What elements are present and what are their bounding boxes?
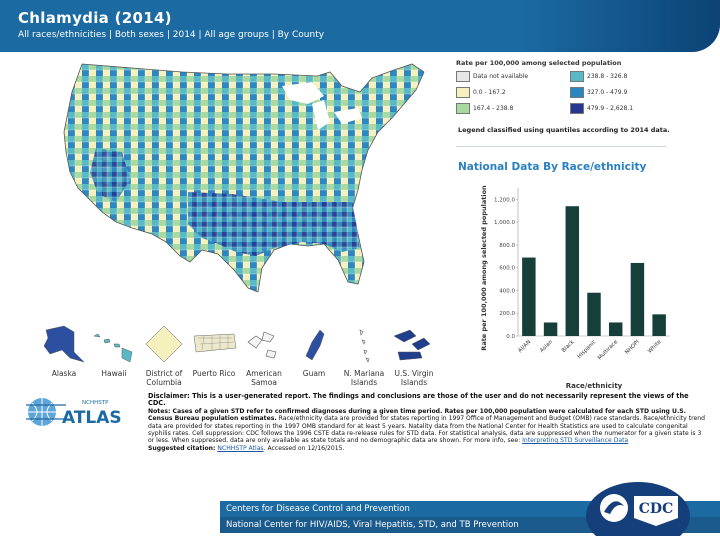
lake-superior [282, 82, 324, 104]
us-county-choropleth[interactable] [12, 52, 450, 322]
inset-puerto-rico[interactable]: Puerto Rico [190, 322, 238, 378]
legend-swatch [570, 71, 584, 82]
atlas-big-text: ATLAS [62, 408, 122, 428]
cdc-badge-svg: CDC [586, 482, 690, 540]
citation-text: . Accessed on 12/16/2015. [263, 444, 345, 452]
cdc-text: CDC [639, 501, 673, 517]
atlas-small-text: NCHHSTP [82, 400, 109, 406]
footer-line1: Centers for Disease Control and Preventi… [226, 504, 410, 514]
lake-michigan [312, 100, 330, 130]
interpreting-data-link[interactable]: Interpreting STD Surveillance Data [522, 437, 629, 445]
header-banner [0, 0, 720, 52]
cdc-shield-icon [634, 496, 678, 518]
legend-title: Rate per 100,000 among selected populati… [456, 59, 622, 67]
inset-label-puerto-rico: Puerto Rico [192, 369, 236, 378]
legend-item-3: 238.8 - 326.8 [570, 71, 627, 82]
notes-label: Notes: [148, 407, 171, 415]
y-tick-label: 600.0 [499, 266, 515, 272]
inset-american-samoa[interactable]: American Samoa [240, 322, 288, 387]
bar-nhopi[interactable] [630, 262, 645, 336]
legend-swatch [456, 87, 470, 98]
y-tick-label: 1,000.0 [494, 220, 515, 226]
page-title: Chlamydia (2014) [18, 9, 172, 27]
y-tick-label: 1,200.0 [494, 197, 515, 203]
legend-label: 327.0 - 479.9 [587, 89, 628, 96]
bar-hispanic[interactable] [587, 292, 601, 336]
legend-label: 238.8 - 326.8 [587, 73, 628, 80]
inset-label-virgin-islands: U.S. Virgin Islands [394, 369, 434, 387]
bar-multirace[interactable] [608, 322, 623, 336]
bar-aian[interactable] [522, 257, 536, 336]
y-axis-label: Rate per 100,000 among selected populati… [480, 185, 488, 351]
inset-hawaii[interactable]: Hawaii [90, 322, 138, 378]
map-legend: Rate per 100,000 among selected populati… [456, 59, 666, 139]
bar-white[interactable] [652, 314, 666, 336]
high-rate-region [188, 192, 360, 256]
legend-swatch [570, 103, 584, 114]
y-tick-label: 400.0 [499, 288, 515, 294]
citation-label: Suggested citation: [148, 444, 216, 452]
bar-asian[interactable] [543, 322, 558, 336]
legend-label: 479.9 - 2,628.1 [587, 105, 634, 112]
legend-swatch [570, 87, 584, 98]
inset-guam[interactable]: Guam [290, 322, 338, 378]
y-tick-label: 0.0 [506, 334, 515, 340]
atlas-logo-mark: NCHHSTP ATLAS [26, 398, 122, 428]
legend-label: 167.4 - 238.8 [473, 105, 514, 112]
legend-divider [456, 146, 666, 147]
southwest-region [90, 148, 130, 202]
legend-label: Data not available [473, 73, 529, 80]
x-tick-label: NHOPI [624, 339, 641, 356]
notes-bold-text: Cases of a given STD refer to confirmed … [148, 407, 687, 423]
bar-chart-svg[interactable]: Rate per 100,000 among selected populati… [456, 178, 676, 393]
inset-alaska[interactable]: Alaska [40, 322, 88, 378]
footer-line2: National Center for HIV/AIDS, Viral Hepa… [226, 520, 519, 530]
inset-virgin-islands[interactable]: U.S. Virgin Islands [390, 322, 438, 387]
inset-mariana-islands[interactable]: N. Mariana Islands [340, 322, 388, 387]
inset-label-mariana-islands: N. Mariana Islands [343, 369, 385, 387]
territory-insets: Alaska Hawaii District of Columbia Puert… [40, 322, 440, 387]
x-tick-label: White [647, 339, 663, 355]
y-tick-label: 200.0 [499, 311, 515, 317]
x-tick-label: Hispanic [577, 339, 598, 360]
disclaimer-text: This is a user-generated report. The fin… [148, 392, 689, 408]
notes-text: Race/ethnicity data are provided for sta… [148, 415, 705, 445]
y-tick-label: 800.0 [499, 243, 515, 249]
legend-swatch [456, 71, 470, 82]
legend-label: 0.0 - 167.2 [473, 89, 506, 96]
disclaimer-label: Disclaimer: [148, 392, 190, 400]
lake-erie [334, 108, 362, 124]
legend-swatch [456, 103, 470, 114]
inset-dc[interactable]: District of Columbia [140, 322, 188, 387]
bar-black[interactable] [565, 206, 580, 336]
inset-label-guam: Guam [302, 369, 326, 378]
cdc-logo[interactable]: CDC [586, 480, 690, 540]
legend-item-no-data: Data not available [456, 71, 556, 82]
x-axis-label: Race/ethnicity [566, 382, 623, 390]
disclaimer-block: Disclaimer: This is a user-generated rep… [148, 392, 708, 452]
chart-title: National Data By Race/ethnicity [458, 161, 647, 173]
county-map[interactable] [12, 52, 450, 385]
atlas-logo[interactable]: NCHHSTP ATLAS [22, 395, 142, 429]
legend-item-5: 479.9 - 2,628.1 [570, 103, 633, 114]
legend-item-1: 0.0 - 167.2 [456, 87, 506, 98]
legend-note: Legend classified using quantiles accord… [458, 126, 670, 134]
legend-item-4: 327.0 - 479.9 [570, 87, 627, 98]
inset-label-dc: District of Columbia [145, 369, 183, 387]
inset-label-hawaii: Hawaii [101, 369, 127, 378]
page-subtitle: All races/ethnicities | Both sexes | 201… [18, 30, 325, 40]
x-tick-label: AI/AN [517, 339, 532, 354]
inset-label-american-samoa: American Samoa [246, 369, 282, 387]
legend-item-2: 167.4 - 238.8 [456, 103, 513, 114]
inset-label-alaska: Alaska [51, 369, 77, 378]
x-tick-label: Black [561, 339, 576, 354]
x-tick-label: Asian [539, 339, 554, 354]
x-tick-label: Multirace [597, 339, 620, 362]
race-bar-chart[interactable]: Rate per 100,000 among selected populati… [456, 178, 676, 393]
atlas-citation-link[interactable]: NCHHSTP Atlas [217, 444, 264, 452]
